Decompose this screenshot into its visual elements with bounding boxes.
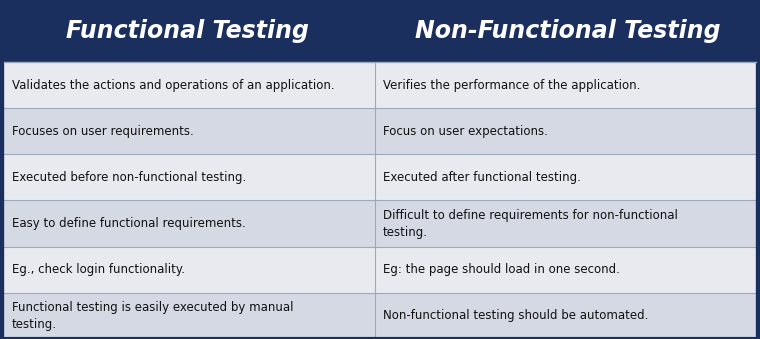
Bar — [0, 0, 760, 62]
Text: Executed before non-functional testing.: Executed before non-functional testing. — [12, 171, 246, 184]
Bar — [375, 108, 756, 154]
Bar — [375, 247, 756, 293]
Text: Eg: the page should load in one second.: Eg: the page should load in one second. — [383, 263, 620, 276]
Bar — [375, 62, 756, 108]
Bar — [375, 154, 756, 200]
Text: Functional Testing: Functional Testing — [66, 19, 309, 43]
Text: Functional testing is easily executed by manual
testing.: Functional testing is easily executed by… — [12, 301, 293, 331]
Text: Executed after functional testing.: Executed after functional testing. — [383, 171, 581, 184]
Text: Non-functional testing should be automated.: Non-functional testing should be automat… — [383, 310, 648, 322]
Bar — [375, 200, 756, 247]
Bar — [4, 154, 375, 200]
Bar — [4, 200, 375, 247]
Bar — [4, 108, 375, 154]
Text: Focuses on user requirements.: Focuses on user requirements. — [12, 125, 194, 138]
Bar — [4, 293, 375, 339]
Text: Verifies the performance of the application.: Verifies the performance of the applicat… — [383, 79, 641, 92]
Bar — [375, 293, 756, 339]
Bar — [4, 247, 375, 293]
Text: Validates the actions and operations of an application.: Validates the actions and operations of … — [12, 79, 334, 92]
Text: Easy to define functional requirements.: Easy to define functional requirements. — [12, 217, 245, 230]
Bar — [4, 62, 375, 108]
Text: Eg., check login functionality.: Eg., check login functionality. — [12, 263, 185, 276]
Text: Non-Functional Testing: Non-Functional Testing — [415, 19, 720, 43]
Text: Focus on user expectations.: Focus on user expectations. — [383, 125, 548, 138]
Text: Difficult to define requirements for non-functional
testing.: Difficult to define requirements for non… — [383, 208, 678, 239]
